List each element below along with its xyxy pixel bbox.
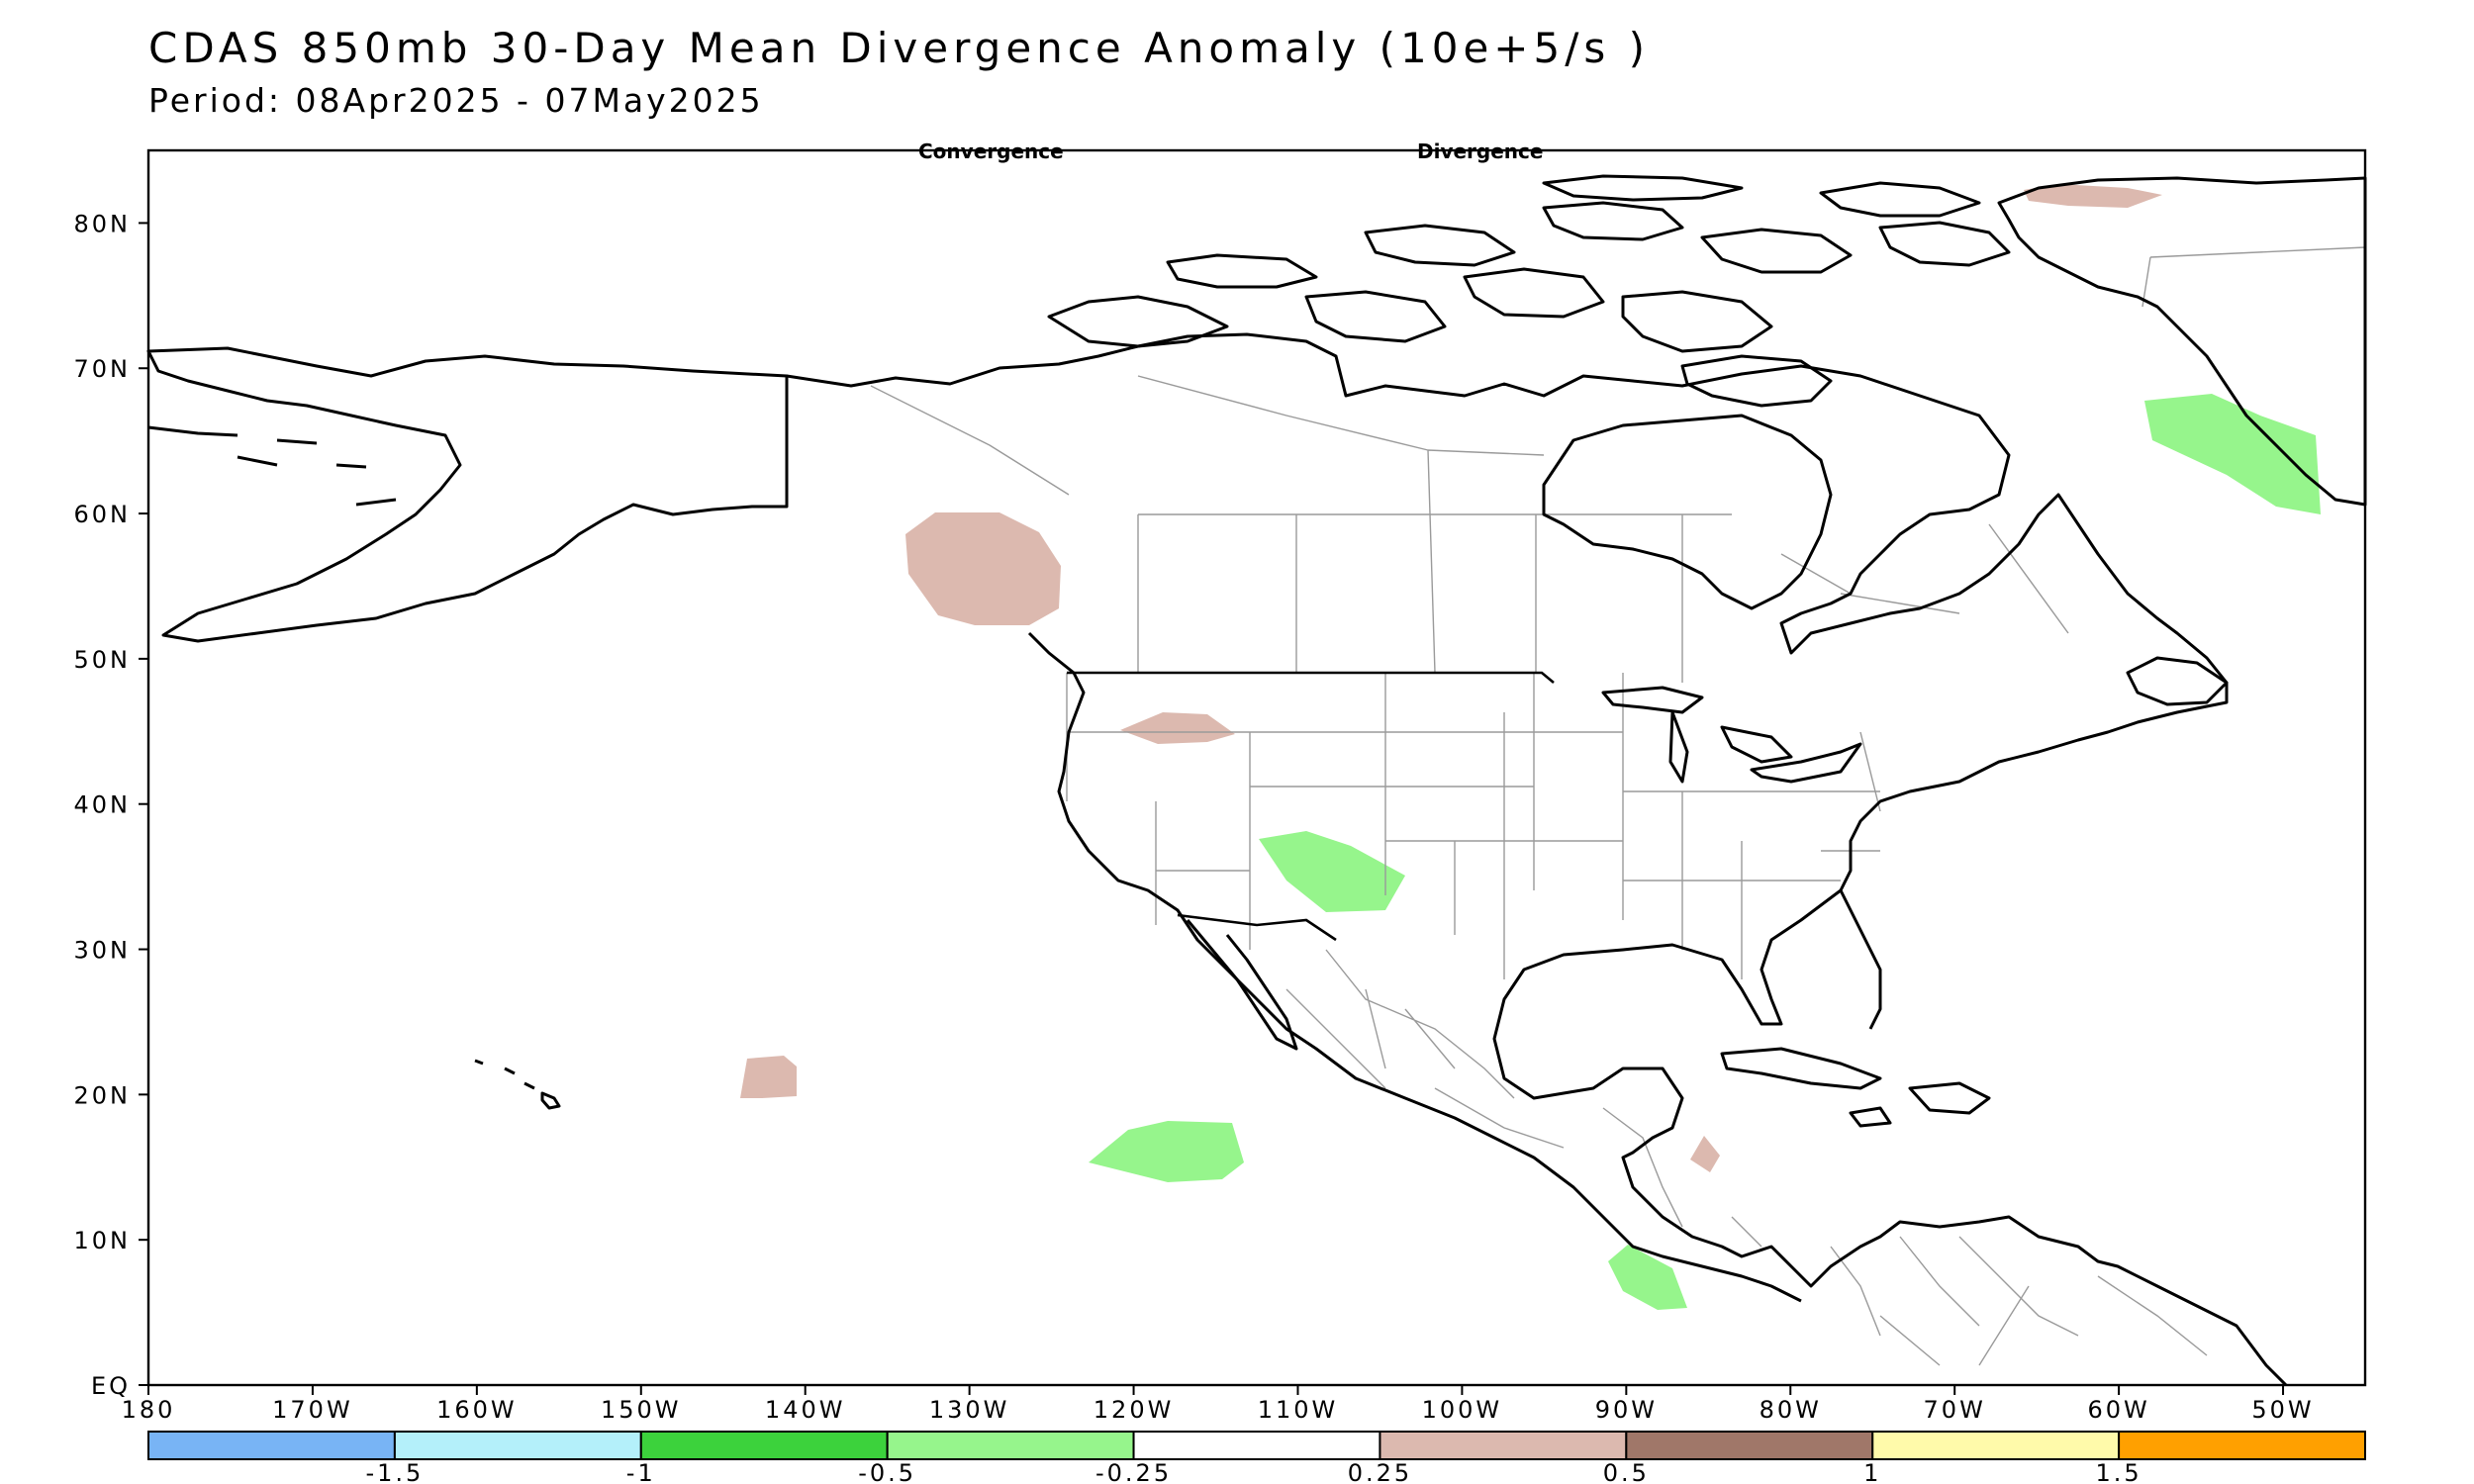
colorbar-label: -0.5 (858, 1459, 916, 1484)
lon-tick-label: 110W (1258, 1396, 1339, 1424)
lon-tick-label: 90W (1595, 1396, 1658, 1424)
longitude-axis: 180 170W 160W 150W 140W 130W 120W 110W 100W 90W 80… (122, 1385, 2314, 1424)
color-legend: -1.5 -1 -0.5 -0.25 0.25 0.5 1 1.5 (147, 1431, 2366, 1484)
colorbar-swatch (2118, 1431, 2366, 1460)
region-central-america-pacific-divergence (1608, 1245, 1687, 1310)
lon-tick-label: 120W (1094, 1396, 1175, 1424)
lon-tick-label: 170W (272, 1396, 353, 1424)
lon-tick-label: 180 (122, 1396, 176, 1424)
lon-tick-label: 130W (929, 1396, 1010, 1424)
colorbar-swatch (1871, 1431, 2121, 1460)
colorbar-swatch (1132, 1431, 1381, 1460)
coastlines (146, 174, 2367, 1387)
map-frame (146, 148, 2367, 1387)
convergence-label: Convergence (918, 139, 1064, 163)
colorbar-swatch (393, 1431, 642, 1460)
lat-tick-label: 10N (74, 1227, 132, 1254)
region-british-columbia-convergence (905, 512, 1061, 625)
lon-tick-label: 140W (765, 1396, 846, 1424)
colorbar-label: -1 (626, 1459, 656, 1484)
lon-tick-label: 100W (1422, 1396, 1503, 1424)
lon-tick-label: 70W (1924, 1396, 1986, 1424)
lat-tick-label: 30N (74, 937, 132, 965)
colorbar-label: 0.5 (1603, 1459, 1650, 1484)
region-montana-convergence (1120, 712, 1235, 744)
lon-tick-label: 150W (601, 1396, 682, 1424)
chart-subtitle: Period: 08Apr2025 - 07May2025 (148, 81, 764, 120)
lat-tick-label: 40N (74, 791, 132, 819)
colorbar-label: -0.25 (1095, 1459, 1172, 1484)
lon-tick-label: 160W (436, 1396, 518, 1424)
divergence-label: Divergence (1417, 139, 1543, 163)
region-pacific-20n-convergence (740, 1056, 797, 1098)
region-honduras-convergence (1690, 1136, 1720, 1172)
latitude-axis: 80N 70N 60N 50N 40N 30N 20N 10N EQ (74, 210, 148, 1400)
lat-tick-label: EQ (91, 1372, 131, 1400)
colorbar-swatch (886, 1431, 1135, 1460)
region-arizona-new-mexico-divergence (1259, 831, 1405, 912)
colorbar-label: 0.25 (1348, 1459, 1412, 1484)
colorbar-swatch (1625, 1431, 1874, 1460)
lon-tick-label: 60W (2087, 1396, 2149, 1424)
region-pacific-15n-divergence (1089, 1121, 1244, 1182)
lon-tick-label: 80W (1760, 1396, 1822, 1424)
lat-tick-label: 60N (74, 501, 132, 528)
colorbar-label: 1.5 (2096, 1459, 2142, 1484)
colorbar-label: -1.5 (365, 1459, 424, 1484)
lon-tick-label: 50W (2251, 1396, 2314, 1424)
lat-tick-label: 50N (74, 646, 132, 674)
lat-tick-label: 70N (74, 355, 132, 383)
chart-title: CDAS 850mb 30-Day Mean Divergence Anomal… (148, 24, 1650, 72)
colorbar-swatch (147, 1431, 396, 1460)
anomaly-regions (740, 184, 2321, 1310)
region-greenland-west-divergence (2144, 394, 2321, 514)
political-boundaries (870, 246, 2366, 1366)
national-borders (785, 376, 1555, 942)
lat-tick-label: 80N (74, 210, 132, 237)
lat-tick-label: 20N (74, 1081, 132, 1109)
colorbar-swatch (1379, 1431, 1628, 1460)
colorbar-swatch (639, 1431, 889, 1460)
colorbar-label: 1 (1863, 1459, 1881, 1484)
region-arctic-greenland-convergence (2024, 184, 2162, 208)
